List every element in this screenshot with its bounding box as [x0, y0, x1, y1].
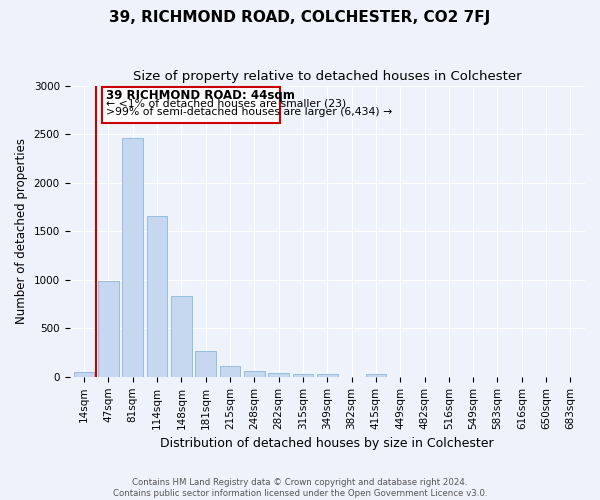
Bar — [317, 374, 338, 377]
Text: Contains HM Land Registry data © Crown copyright and database right 2024.
Contai: Contains HM Land Registry data © Crown c… — [113, 478, 487, 498]
Y-axis label: Number of detached properties: Number of detached properties — [15, 138, 28, 324]
Bar — [244, 372, 265, 377]
Bar — [147, 216, 167, 377]
Bar — [220, 366, 241, 377]
Text: 39 RICHMOND ROAD: 44sqm: 39 RICHMOND ROAD: 44sqm — [106, 90, 295, 102]
Text: >99% of semi-detached houses are larger (6,434) →: >99% of semi-detached houses are larger … — [106, 107, 392, 117]
Bar — [74, 372, 94, 377]
Bar — [122, 138, 143, 377]
Bar — [98, 280, 119, 377]
Title: Size of property relative to detached houses in Colchester: Size of property relative to detached ho… — [133, 70, 521, 83]
FancyBboxPatch shape — [103, 88, 280, 124]
Bar — [293, 374, 313, 377]
Bar — [365, 374, 386, 377]
Bar — [196, 350, 216, 377]
Bar — [171, 296, 192, 377]
Bar — [268, 374, 289, 377]
Text: 39, RICHMOND ROAD, COLCHESTER, CO2 7FJ: 39, RICHMOND ROAD, COLCHESTER, CO2 7FJ — [109, 10, 491, 25]
X-axis label: Distribution of detached houses by size in Colchester: Distribution of detached houses by size … — [160, 437, 494, 450]
Text: ← <1% of detached houses are smaller (23): ← <1% of detached houses are smaller (23… — [106, 98, 346, 108]
